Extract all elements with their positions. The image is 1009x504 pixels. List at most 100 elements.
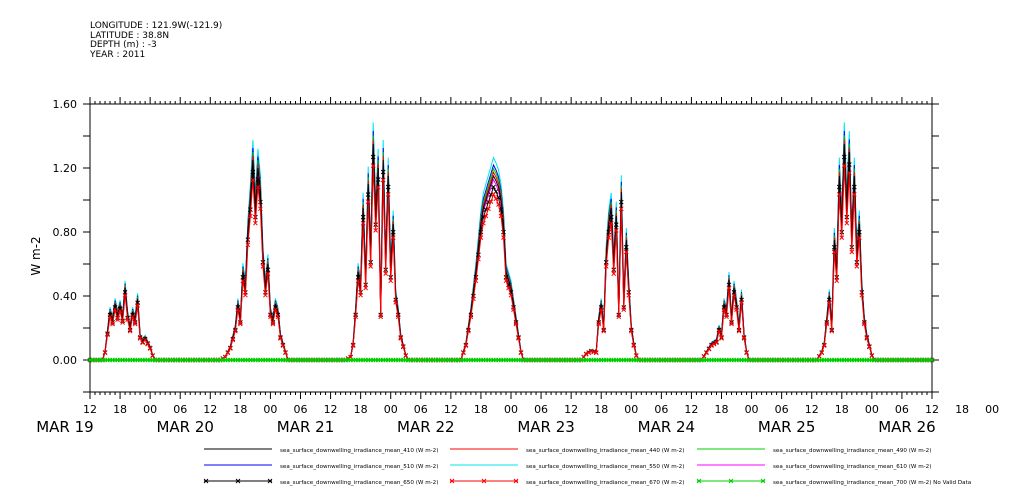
x-day-label: MAR 26: [878, 418, 935, 436]
series-marker-s670: [856, 235, 862, 240]
legend-marker-s650: [235, 478, 241, 484]
series-marker-s650: [360, 214, 366, 220]
series-marker-s670: [518, 350, 524, 356]
series-marker-s670: [861, 321, 867, 327]
series-marker-s670: [265, 271, 271, 276]
series-marker-s650: [851, 184, 857, 190]
series-marker-s670: [105, 332, 110, 338]
series-marker-s670: [255, 184, 261, 190]
series-line-s410: [90, 143, 932, 361]
series-marker-s670: [253, 220, 258, 226]
series-marker-s670: [260, 264, 266, 269]
series-marker-s670: [488, 199, 494, 204]
x-tick-label: 00: [865, 403, 879, 416]
series-marker-s650: [380, 169, 386, 175]
metadata-header: LONGITUDE : 121.9W(-121.9) LATITUDE : 38…: [90, 21, 222, 60]
x-tick-label: 06: [534, 403, 548, 416]
legend-label-s440: sea_surface_downwelling_irradiance_mean_…: [526, 448, 684, 454]
series-marker-s670: [491, 192, 496, 197]
series-marker-s670: [125, 317, 130, 323]
series-marker-s670: [859, 292, 865, 298]
series-marker-s670: [370, 163, 376, 168]
series-marker-s670: [385, 192, 391, 197]
x-tick-label: 18: [354, 403, 368, 416]
x-tick-label: 00: [624, 403, 638, 416]
series-marker-s670: [115, 317, 120, 323]
series-marker-s650: [390, 229, 396, 235]
legend-marker-s650: [203, 478, 209, 484]
legend-label-s650: sea_surface_downwelling_irradiance_mean_…: [280, 480, 438, 486]
series-marker-s670: [388, 278, 394, 284]
series-marker-s670: [721, 307, 727, 312]
series-line-s490: [90, 135, 932, 361]
series-line-s610: [90, 148, 932, 361]
series-marker-s670: [864, 336, 870, 341]
legend-label-s610: sea_surface_downwelling_irradiance_mean_…: [773, 464, 931, 470]
series-marker-s670: [355, 278, 361, 284]
x-day-label: MAR 24: [638, 418, 695, 436]
series-marker-s700: [929, 357, 935, 363]
series-marker-s670: [263, 292, 268, 298]
series-line-s440: [90, 139, 932, 361]
series-marker-s650: [365, 192, 371, 197]
series-marker-s670: [819, 350, 825, 356]
series-marker-s670: [268, 314, 273, 320]
series-marker-s650: [130, 312, 135, 318]
series-marker-s670: [616, 314, 622, 320]
series-marker-s650: [846, 162, 852, 167]
series-marker-s670: [243, 292, 248, 298]
x-tick-label: 12: [564, 403, 578, 416]
series-marker-s670: [701, 354, 707, 359]
series-marker-s670: [508, 292, 514, 298]
series-marker-s670: [227, 346, 233, 351]
series-marker-s670: [849, 249, 855, 255]
series-marker-s670: [731, 292, 737, 298]
series-marker-s670: [358, 292, 363, 298]
series-marker-s670: [611, 271, 617, 276]
series-marker-s670: [461, 350, 466, 356]
x-tick-label: 18: [715, 403, 729, 416]
series-marker-s670: [709, 343, 714, 348]
series-marker-s670: [851, 192, 857, 197]
series-marker-s670: [821, 343, 827, 348]
series-marker-s670: [716, 328, 722, 334]
series-marker-s670: [586, 350, 592, 356]
series-marker-s670: [608, 220, 614, 226]
legend-marker-s700: [696, 478, 702, 484]
series-marker-s670: [471, 296, 476, 302]
legend-label-s410: sea_surface_downwelling_irradiance_mean_…: [280, 448, 438, 454]
latitude-label: LATITUDE : 38.8N: [90, 30, 170, 41]
x-tick-label: 06: [775, 403, 789, 416]
series-marker-s650: [613, 222, 619, 227]
series-marker-s670: [493, 196, 499, 202]
series-marker-s670: [245, 242, 251, 248]
series-marker-s670: [150, 353, 156, 359]
plot-series: [87, 122, 935, 363]
series-marker-s650: [831, 244, 837, 250]
series-marker-s670: [596, 321, 602, 327]
series-marker-s670: [593, 350, 599, 356]
series-marker-s670: [235, 307, 241, 312]
y-axis-label: W m-2: [29, 236, 43, 275]
series-marker-s670: [476, 256, 481, 262]
legend-marker-s700: [760, 478, 766, 484]
series-marker-s670: [816, 354, 822, 359]
series-marker-s670: [706, 346, 712, 352]
series-marker-s670: [230, 337, 236, 343]
series-marker-s670: [741, 336, 747, 341]
series-marker-s670: [120, 320, 125, 325]
series-marker-s670: [110, 321, 115, 327]
legend-label-s550: sea_surface_downwelling_irradiance_mean_…: [526, 464, 684, 470]
x-tick-label: 18: [594, 403, 608, 416]
series-marker-s670: [598, 307, 604, 312]
series-marker-s650: [385, 184, 391, 190]
series-marker-s670: [380, 177, 386, 183]
series-marker-s650: [107, 312, 113, 318]
series-marker-s670: [375, 184, 381, 190]
series-marker-s670: [400, 344, 406, 350]
x-tick-label: 00: [504, 403, 518, 416]
series-marker-s670: [135, 302, 140, 308]
x-tick-label: 06: [294, 403, 308, 416]
x-day-label: MAR 19: [36, 418, 93, 436]
series-marker-s650: [491, 184, 496, 190]
